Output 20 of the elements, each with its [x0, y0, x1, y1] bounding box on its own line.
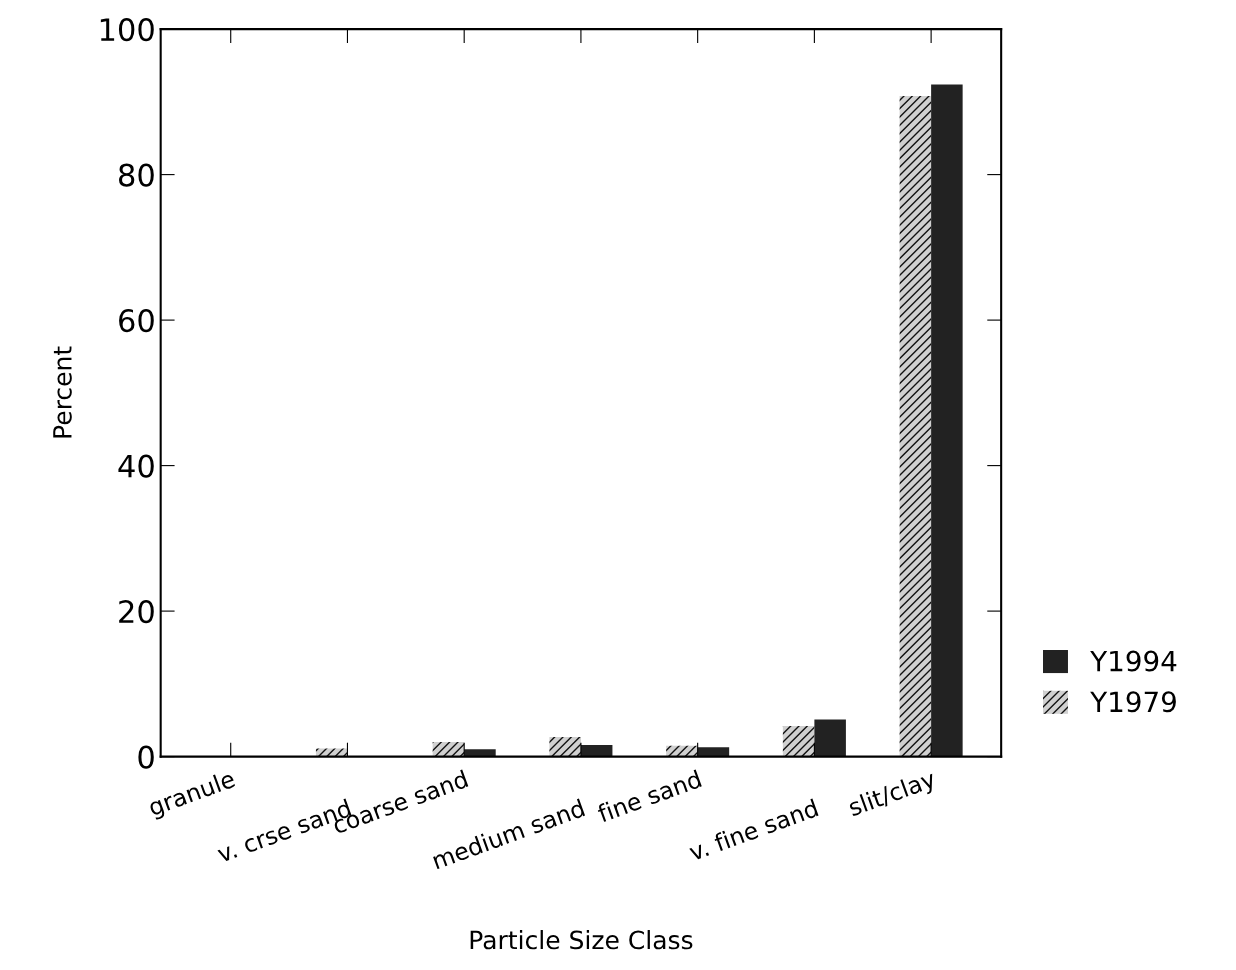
- y-tick-label: 80: [119, 163, 154, 187]
- y-axis-title: Percent: [53, 346, 72, 438]
- bar: [464, 749, 496, 757]
- y-tick-label: 60: [119, 309, 154, 333]
- bar: [580, 744, 613, 757]
- bar: [931, 84, 963, 757]
- legend-label: Y1994: [1090, 650, 1177, 672]
- y-tick-label: 0: [138, 745, 154, 769]
- bar: [697, 747, 730, 757]
- bar: [899, 96, 932, 757]
- bar: [432, 742, 465, 757]
- y-tick-label: 100: [100, 18, 154, 42]
- bar: [814, 719, 846, 757]
- y-tick-label: 20: [119, 600, 154, 624]
- bar: [549, 736, 581, 757]
- x-axis-title: Particle Size Class: [470, 930, 693, 950]
- bar: [782, 726, 815, 757]
- y-tick-label: 40: [118, 454, 154, 478]
- legend-label: Y1979: [1090, 691, 1176, 713]
- bar: [666, 745, 698, 757]
